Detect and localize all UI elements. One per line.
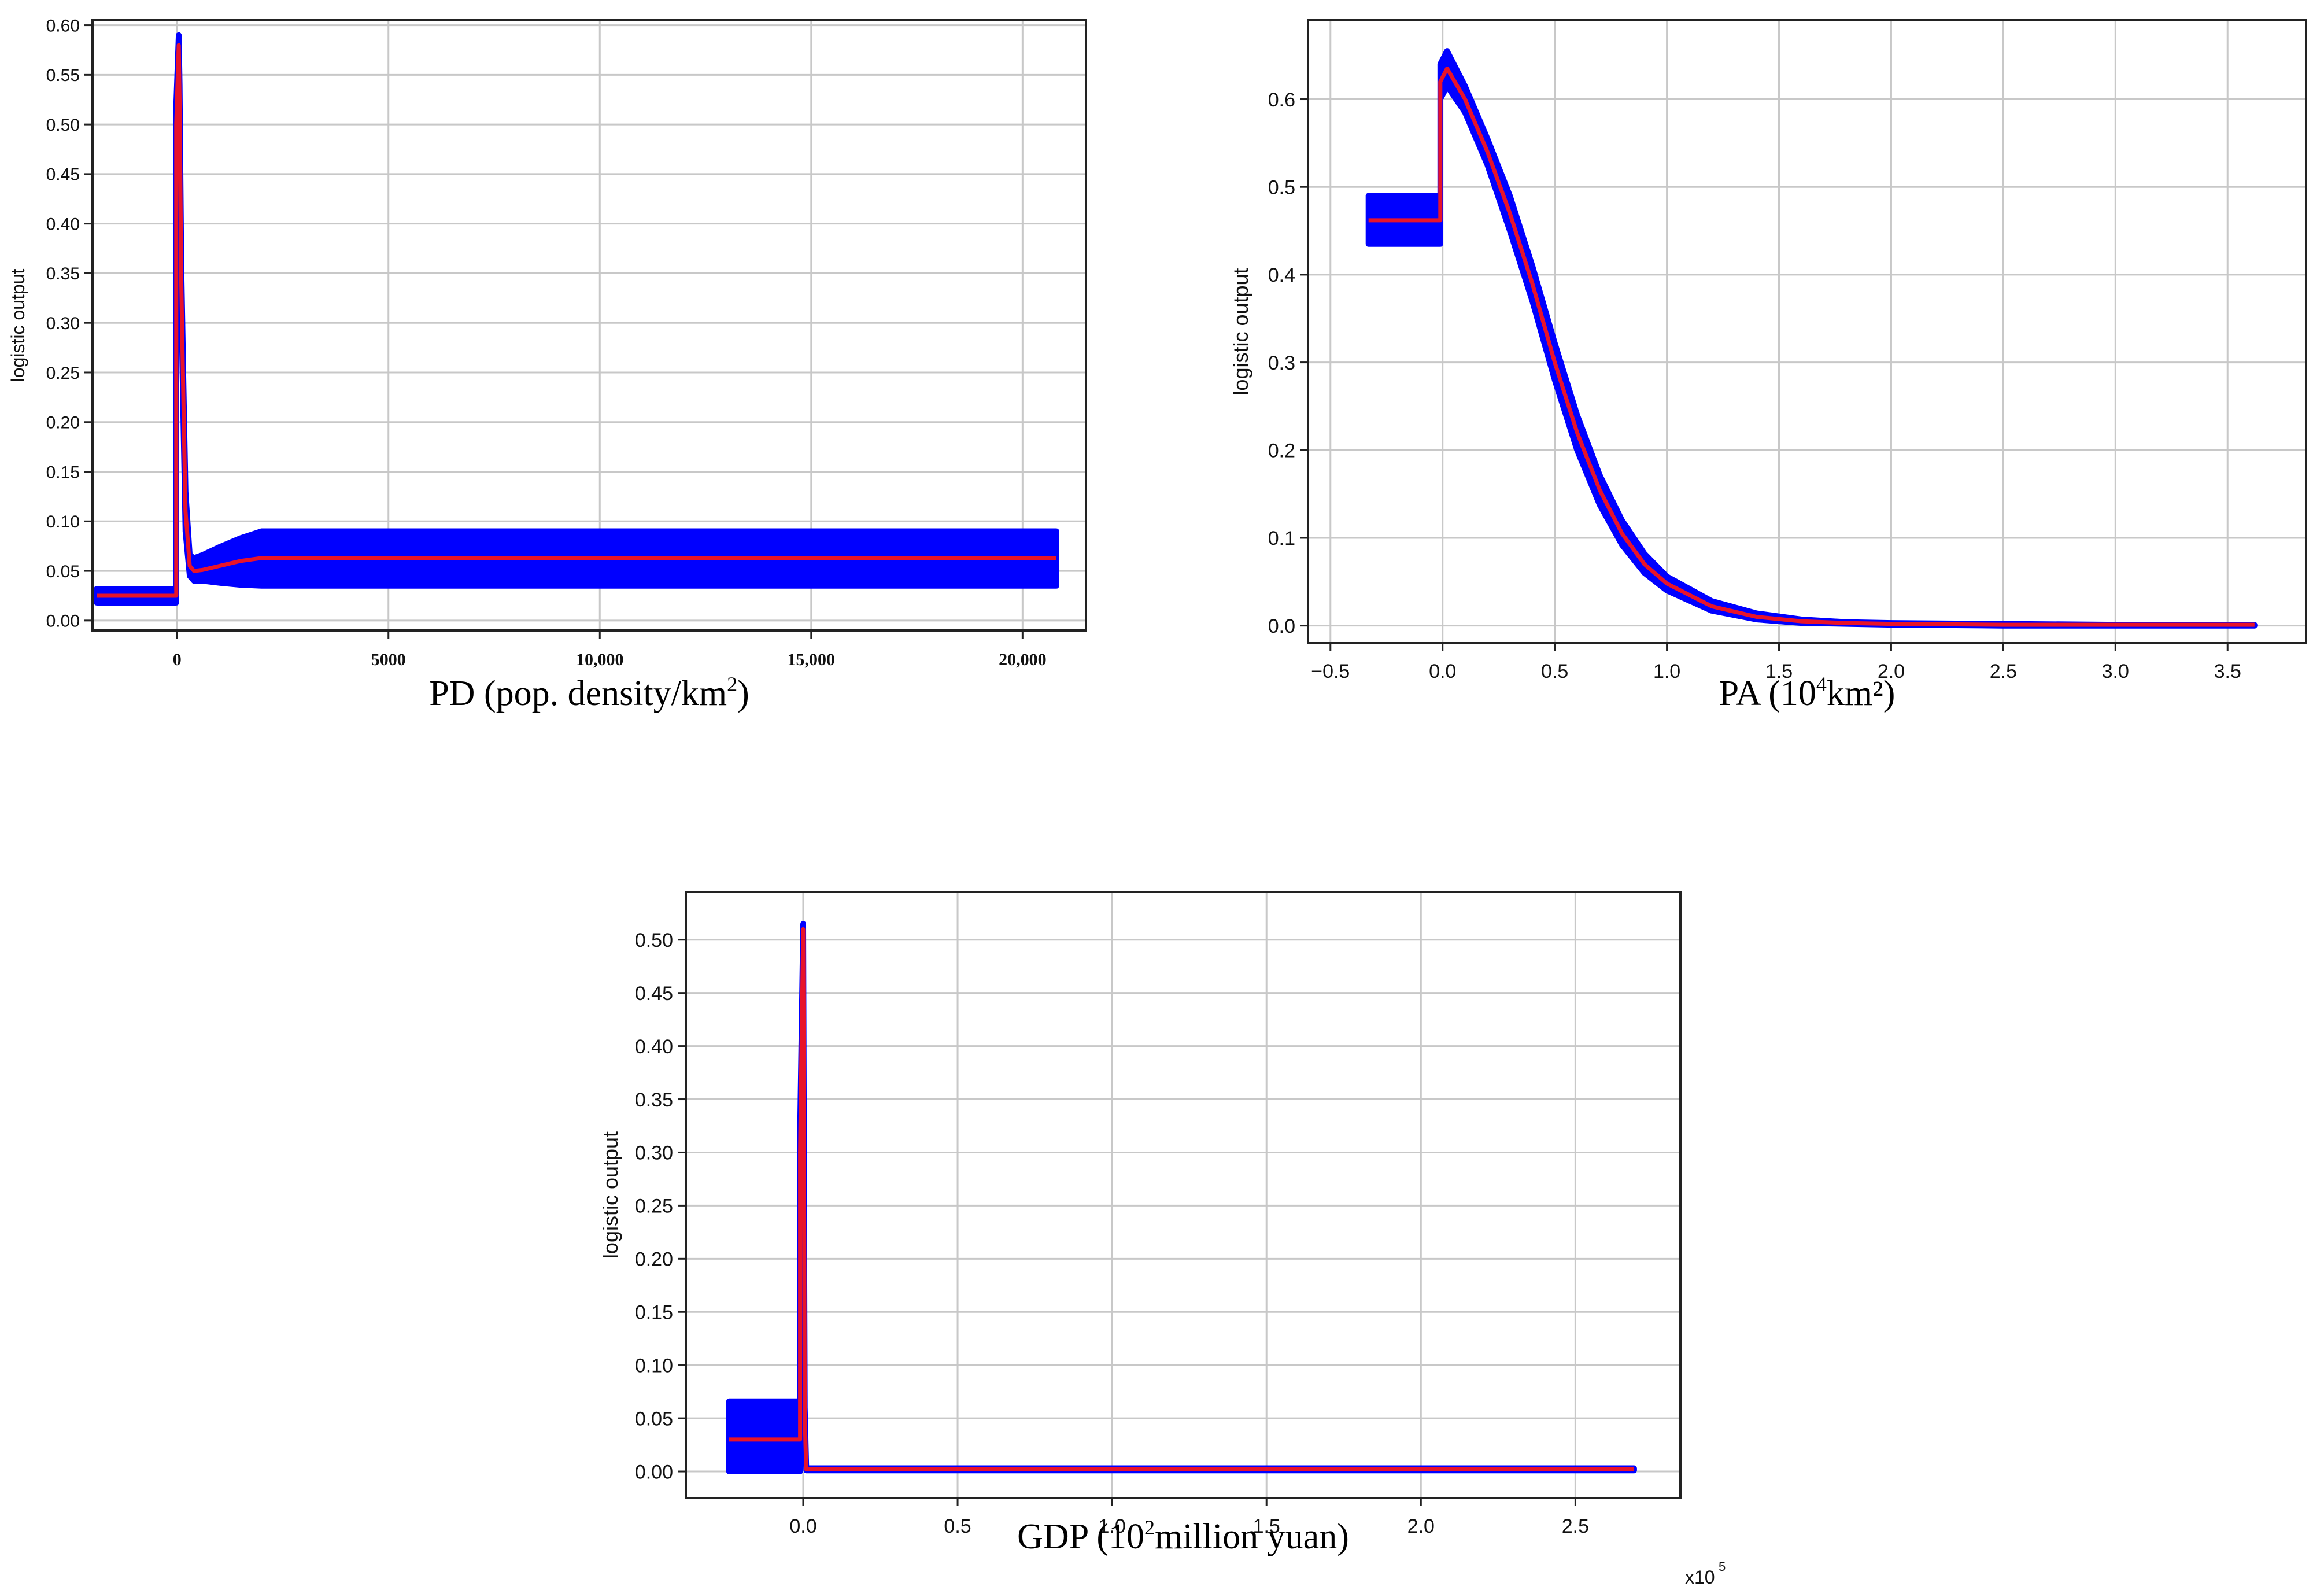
mean-response-line: [1368, 66, 2255, 627]
y-tick-label: 0.45: [635, 983, 673, 1005]
x-tick-label: 0.0: [1429, 661, 1456, 683]
confidence-band: [94, 32, 1059, 606]
y-axis-label: logistic output: [598, 1131, 622, 1259]
x-axis-title-text: PD (pop. density/km: [429, 674, 727, 713]
y-tick-label: 0.50: [46, 116, 80, 135]
y-tick-label: 0.2: [1268, 440, 1295, 462]
y-tick-label: 0.25: [635, 1196, 673, 1218]
x-tick-label: 1.0: [1653, 661, 1680, 683]
x-tick-label: 2.0: [1407, 1515, 1435, 1537]
y-tick-label: 0.30: [635, 1142, 673, 1164]
x-tick-label: 0.0: [789, 1515, 816, 1537]
x-tick-label: 15,000: [788, 650, 836, 669]
y-tick-label: 0.3: [1268, 352, 1295, 374]
x-tick-label: 3.5: [2214, 661, 2241, 683]
y-tick-label: 0.55: [46, 66, 80, 85]
x-axis-title: GDP (102million yuan): [1017, 1517, 1349, 1555]
y-tick-label: 0.15: [46, 463, 80, 482]
y-tick-label: 0.35: [46, 264, 80, 283]
x-tick-label: 2.5: [1562, 1515, 1589, 1537]
y-tick-label: 0.60: [46, 16, 80, 35]
mean-response-line: [729, 927, 1634, 1471]
x-axis-title-exponent: 4: [1816, 673, 1827, 696]
x-tick-label: −0.5: [1311, 661, 1350, 683]
y-tick-label: 0.4: [1268, 264, 1295, 286]
y-axis-label: logistic output: [1229, 268, 1252, 395]
y-tick-label: 0.00: [46, 612, 80, 631]
chart-3: 0.0 0.5 1.0 1.5 2.0 2.5 0.00 0.05 0.10 0.15 0.20 0.…: [598, 891, 1726, 1588]
x-tick-label: 5000: [371, 650, 406, 669]
chart-1: 0 5000 10,000 15,000 20,000 0.00 0.05 0.10 0.15 0…: [8, 16, 1087, 669]
y-tick-label: 0.45: [46, 165, 80, 185]
y-tick-label: 0.30: [46, 314, 80, 333]
x-axis-title-text: GDP (10: [1017, 1517, 1145, 1556]
y-tick-label: 0.40: [46, 215, 80, 234]
x-tick-label: 1.5: [1253, 1515, 1280, 1537]
x-axis-title: PD (pop. density/km2): [429, 674, 749, 711]
y-tick-label: 0.40: [635, 1036, 673, 1058]
y-tick-label: 0.0: [1268, 615, 1295, 637]
y-axis-label: logistic output: [8, 269, 28, 382]
plot-frame: [91, 19, 1087, 632]
x-tick-label: 2.5: [1990, 661, 2017, 683]
y-tick-label: 0.00: [635, 1461, 673, 1483]
y-tick-label: 0.10: [46, 512, 80, 532]
x-tick-label: 10,000: [576, 650, 624, 669]
y-tick-label: 0.05: [635, 1408, 673, 1430]
x-axis-title: PA (104km²): [1719, 674, 1896, 711]
mean-response-line: [97, 43, 1056, 598]
x-tick-label: 3.0: [2102, 661, 2129, 683]
confidence-band: [1365, 48, 2258, 629]
y-tick-label: 0.1: [1268, 527, 1295, 549]
y-tick-label: 0.25: [46, 364, 80, 383]
x-tick-label: 1.0: [1099, 1515, 1126, 1537]
x-axis-title-exponent: 2: [727, 673, 738, 696]
x-tick-label: 0.5: [1541, 661, 1568, 683]
x-axis-multiplier: x10: [1685, 1567, 1715, 1588]
x-tick-label: 20,000: [999, 650, 1047, 669]
y-tick-label: 0.6: [1268, 89, 1295, 111]
x-tick-label: 2.0: [1878, 661, 1905, 683]
x-tick-label: 0.5: [944, 1515, 971, 1537]
x-axis-title-unit: million yuan): [1155, 1517, 1349, 1556]
y-tick-label: 0.35: [635, 1089, 673, 1111]
y-tick-label: 0.5: [1268, 176, 1295, 198]
x-axis-title-unit: ): [737, 674, 749, 713]
y-tick-label: 0.05: [46, 562, 80, 581]
y-tick-label: 0.15: [635, 1301, 673, 1323]
x-axis-multiplier-exponent: 5: [1719, 1559, 1726, 1574]
y-tick-label: 0.10: [635, 1355, 673, 1377]
plot-frame: [1307, 19, 2307, 644]
plot-frame: [685, 891, 1682, 1499]
x-axis-title-text: PA (10: [1719, 674, 1816, 713]
x-axis-title-unit: km²): [1826, 674, 1896, 713]
x-axis-title-exponent: 2: [1144, 1516, 1155, 1539]
y-tick-label: 0.20: [635, 1249, 673, 1271]
chart-2: −0.5 0.0 0.5 1.0 1.5 2.0 2.5 3.0 3.5 0.0 0.1 0.2 0.3…: [1229, 19, 2307, 683]
x-tick-label: 1.5: [1765, 661, 1793, 683]
x-tick-label: 0: [173, 650, 182, 669]
y-tick-label: 0.50: [635, 929, 673, 951]
y-tick-label: 0.20: [46, 414, 80, 433]
confidence-band: [726, 921, 1637, 1474]
